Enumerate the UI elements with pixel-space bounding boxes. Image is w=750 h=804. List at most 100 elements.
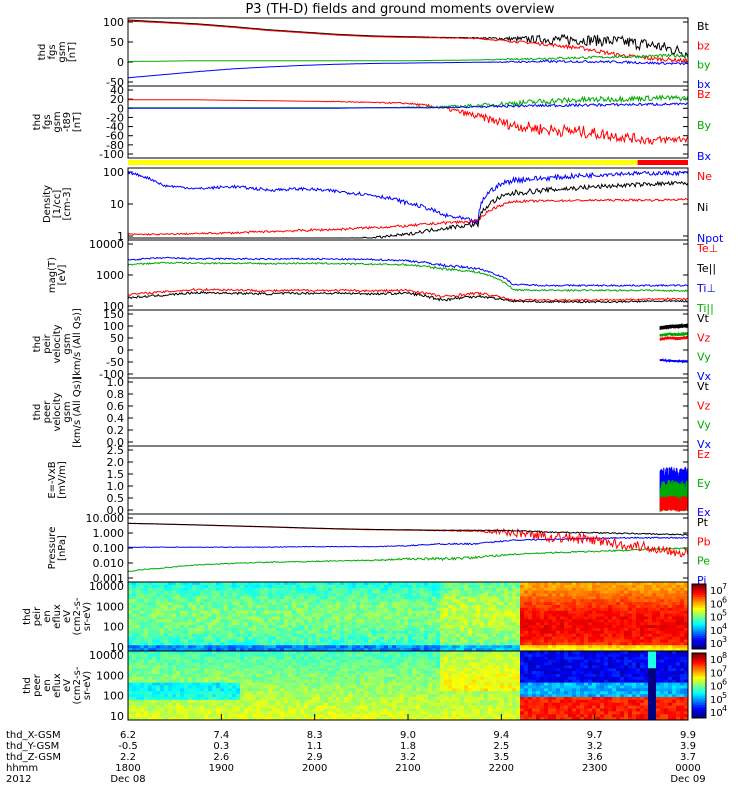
heatmap-cell bbox=[204, 680, 208, 683]
heatmap-cell bbox=[328, 671, 332, 674]
heatmap-cell bbox=[288, 657, 292, 660]
heatmap-cell bbox=[440, 608, 444, 611]
heatmap-cell bbox=[280, 711, 284, 714]
heatmap-cell bbox=[300, 640, 304, 643]
heatmap-cell bbox=[620, 605, 624, 608]
heatmap-cell bbox=[240, 663, 244, 666]
heatmap-cell bbox=[196, 619, 200, 622]
heatmap-cell bbox=[444, 642, 448, 645]
heatmap-cell bbox=[156, 688, 160, 691]
heatmap-cell bbox=[496, 591, 500, 594]
heatmap-cell bbox=[284, 596, 288, 599]
heatmap-cell bbox=[344, 599, 348, 602]
heatmap-cell bbox=[604, 605, 608, 608]
heatmap-cell bbox=[256, 602, 260, 605]
heatmap-cell bbox=[536, 614, 540, 617]
heatmap-cell bbox=[256, 660, 260, 663]
heatmap-cell bbox=[332, 654, 336, 657]
legend-entry: Vy bbox=[697, 351, 711, 364]
heatmap-cell bbox=[164, 683, 168, 686]
heatmap-cell bbox=[316, 585, 320, 588]
heatmap-cell bbox=[316, 599, 320, 602]
heatmap-cell bbox=[144, 706, 148, 709]
heatmap-cell bbox=[160, 637, 164, 640]
heatmap-cell bbox=[472, 608, 476, 611]
heatmap-cell bbox=[164, 668, 168, 671]
heatmap-cell bbox=[416, 594, 420, 597]
heatmap-cell bbox=[160, 657, 164, 660]
heatmap-cell bbox=[140, 594, 144, 597]
heatmap-cell bbox=[128, 654, 132, 657]
heatmap-cell bbox=[512, 642, 516, 645]
heatmap-cell bbox=[572, 611, 576, 614]
heatmap-cell bbox=[508, 588, 512, 591]
heatmap-cell bbox=[452, 619, 456, 622]
heatmap-cell bbox=[604, 611, 608, 614]
heatmap-cell bbox=[248, 588, 252, 591]
heatmap-cell bbox=[304, 663, 308, 666]
heatmap-cell bbox=[232, 665, 236, 668]
heatmap-cell bbox=[328, 628, 332, 631]
heatmap-cell bbox=[368, 619, 372, 622]
heatmap-cell bbox=[220, 596, 224, 599]
heatmap-cell bbox=[308, 671, 312, 674]
heatmap-cell bbox=[664, 619, 668, 622]
heatmap-cell bbox=[192, 594, 196, 597]
heatmap-cell bbox=[168, 625, 172, 628]
heatmap-cell bbox=[524, 614, 528, 617]
heatmap-cell bbox=[264, 611, 268, 614]
heatmap-cell bbox=[264, 683, 268, 686]
heatmap-cell bbox=[552, 634, 556, 637]
heatmap-cell bbox=[296, 660, 300, 663]
heatmap-cell bbox=[348, 640, 352, 643]
heatmap-cell bbox=[644, 637, 648, 640]
ytick-label: 1000 bbox=[96, 269, 124, 282]
heatmap-cell bbox=[588, 608, 592, 611]
heatmap-cell bbox=[404, 617, 408, 620]
heatmap-cell bbox=[528, 608, 532, 611]
heatmap-cell bbox=[276, 711, 280, 714]
heatmap-cell bbox=[496, 602, 500, 605]
heatmap-cell bbox=[628, 642, 632, 645]
heatmap-cell bbox=[192, 640, 196, 643]
heatmap-cell bbox=[332, 677, 336, 680]
heatmap-cell bbox=[200, 694, 204, 697]
heatmap-cell bbox=[484, 588, 488, 591]
heatmap-cell bbox=[408, 637, 412, 640]
heatmap-cell bbox=[568, 617, 572, 620]
heatmap-cell bbox=[544, 585, 548, 588]
heatmap-cell bbox=[204, 686, 208, 689]
heatmap-cell bbox=[180, 683, 184, 686]
heatmap-cell bbox=[368, 591, 372, 594]
heatmap-cell bbox=[264, 677, 268, 680]
heatmap-cell bbox=[144, 614, 148, 617]
heatmap-cell bbox=[176, 617, 180, 620]
heatmap-cell bbox=[284, 585, 288, 588]
heatmap-cell bbox=[448, 622, 452, 625]
heatmap-cell bbox=[644, 642, 648, 645]
heatmap-cell bbox=[388, 628, 392, 631]
heatmap-cell bbox=[188, 637, 192, 640]
heatmap-cell bbox=[256, 625, 260, 628]
heatmap-cell bbox=[208, 611, 212, 614]
heatmap-cell bbox=[308, 709, 312, 712]
heatmap-cell bbox=[212, 640, 216, 643]
heatmap-cell bbox=[412, 585, 416, 588]
heatmap-cell bbox=[200, 588, 204, 591]
heatmap-cell bbox=[228, 660, 232, 663]
heatmap-cell bbox=[540, 585, 544, 588]
heatmap-cell bbox=[316, 608, 320, 611]
heatmap-cell bbox=[148, 602, 152, 605]
heatmap-cell bbox=[312, 614, 316, 617]
heatmap-cell bbox=[140, 605, 144, 608]
heatmap-cell bbox=[608, 634, 612, 637]
heatmap-cell bbox=[448, 628, 452, 631]
heatmap-cell bbox=[556, 619, 560, 622]
heatmap-cell bbox=[364, 599, 368, 602]
heatmap-cell bbox=[328, 711, 332, 714]
heatmap-cell bbox=[284, 631, 288, 634]
heatmap-cell bbox=[168, 683, 172, 686]
heatmap-cell bbox=[620, 617, 624, 620]
